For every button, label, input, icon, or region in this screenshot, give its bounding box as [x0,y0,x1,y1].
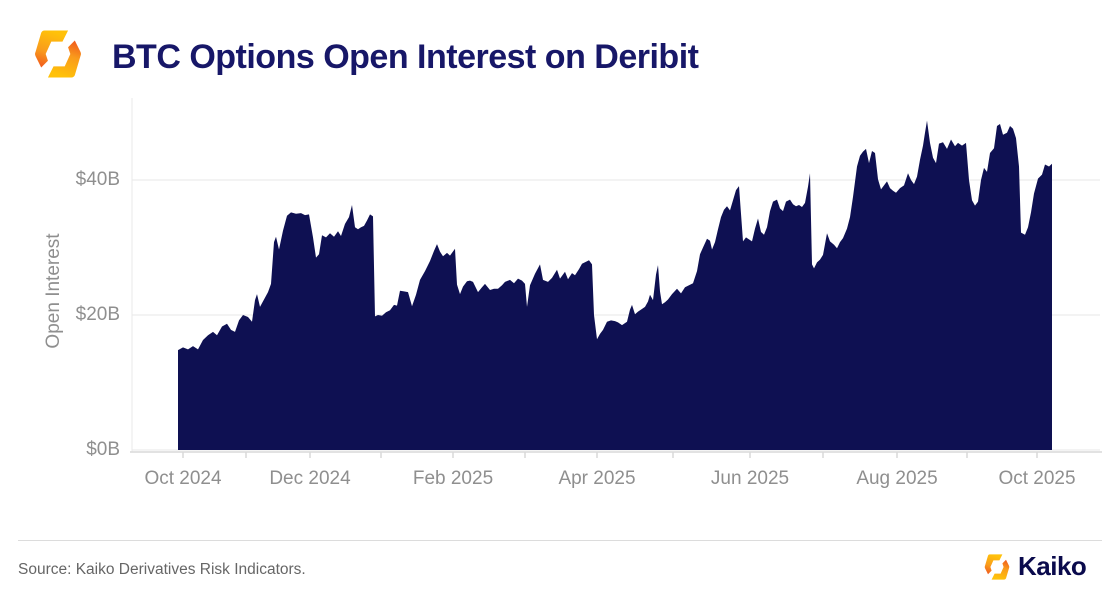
x-tick-label: Oct 2024 [144,468,222,489]
footer-divider [18,540,1102,541]
area-chart-plot [130,98,1102,458]
page-title: BTC Options Open Interest on Deribit [112,38,699,76]
x-tick-label: Jun 2025 [710,468,790,489]
brand-lockup: Kaiko [982,551,1087,582]
source-attribution: Source: Kaiko Derivatives Risk Indicator… [18,561,306,578]
x-tick-label: Apr 2025 [558,468,636,489]
kaiko-logo-icon [35,30,81,78]
x-tick-label: Feb 2025 [412,468,494,489]
open-interest-area-series [178,120,1052,450]
brand-wordmark: Kaiko [1018,551,1087,581]
kaiko-logo-icon-small [984,553,1010,580]
x-tick-label: Oct 2025 [998,468,1076,489]
x-tick-label: Dec 2024 [269,468,351,489]
y-axis-title: Open Interest [43,233,64,349]
x-tick-label: Aug 2025 [856,468,938,489]
chart-area: Open Interest $0B $20B $40B Oct 2024 Dec 20… [0,90,1120,500]
y-tick-label: $40B [75,169,120,190]
y-tick-label: $0B [86,439,120,460]
y-tick-label: $20B [75,304,120,325]
